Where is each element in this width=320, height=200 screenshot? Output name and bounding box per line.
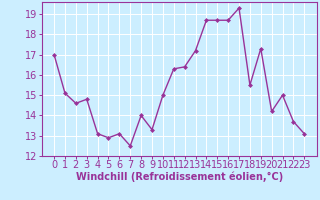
X-axis label: Windchill (Refroidissement éolien,°C): Windchill (Refroidissement éolien,°C)	[76, 172, 283, 182]
